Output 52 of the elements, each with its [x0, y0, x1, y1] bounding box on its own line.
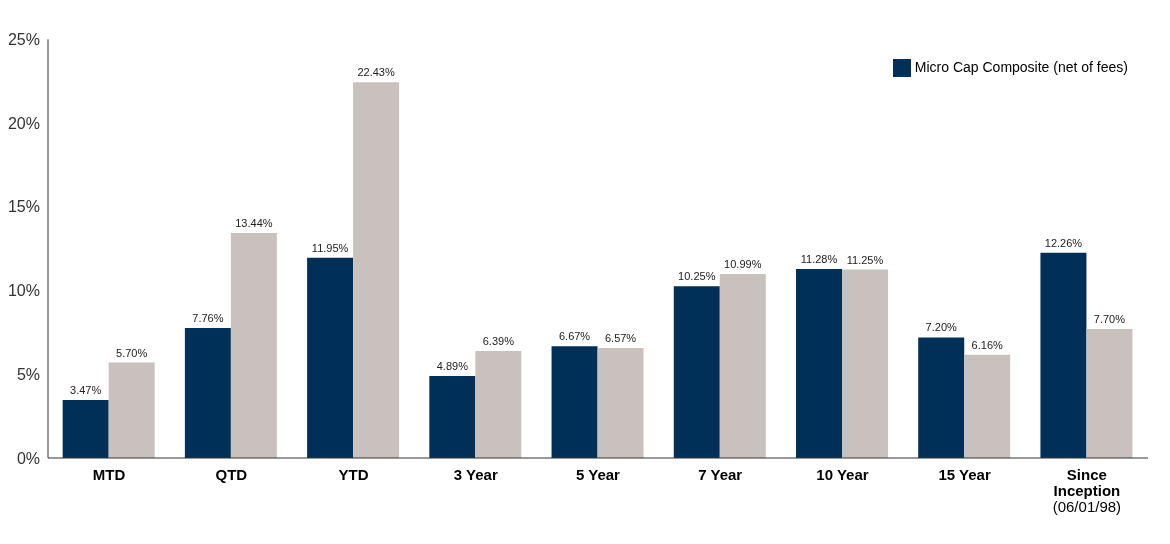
bar	[551, 346, 598, 458]
data-label: 5.70%	[116, 346, 148, 359]
legend-label: Micro Cap Composite (net of fees)	[914, 59, 1128, 75]
bar	[230, 232, 277, 458]
x-tick-label: QTD	[215, 466, 248, 483]
data-label: 7.70%	[1093, 313, 1126, 326]
bar	[184, 328, 231, 458]
bar	[796, 269, 842, 458]
bar	[353, 82, 400, 458]
data-label: 22.43%	[357, 66, 395, 79]
y-tick-label: 0%	[16, 449, 40, 467]
x-tick-label: Since Inception (06/01/98)	[1052, 466, 1122, 515]
bar	[918, 337, 965, 458]
bar	[108, 362, 155, 458]
data-label: 6.16%	[971, 338, 1004, 351]
x-tick-label: MTD	[92, 466, 126, 483]
bar	[964, 354, 1011, 458]
x-tick-label: 15 Year	[938, 466, 991, 483]
y-tick-label: 15%	[7, 198, 40, 216]
bar	[597, 347, 644, 458]
data-label: 13.44%	[235, 216, 273, 229]
y-tick-label: 5%	[16, 365, 40, 383]
bar	[429, 376, 476, 458]
bar	[1040, 252, 1087, 458]
data-label: 11.95%	[311, 241, 349, 254]
y-tick-label: 25%	[7, 31, 40, 49]
data-label: 7.76%	[192, 312, 224, 325]
bar	[62, 399, 109, 458]
bar	[842, 269, 888, 458]
x-tick-label: 3 Year	[453, 466, 498, 483]
bar	[673, 286, 720, 458]
bar	[307, 257, 354, 458]
data-label: 3.47%	[70, 383, 102, 396]
data-label: 6.67%	[558, 330, 591, 343]
data-label: 4.89%	[436, 360, 469, 373]
data-label: 10.99%	[724, 257, 762, 270]
x-tick-label: 10 Year	[816, 466, 869, 483]
data-label: 6.57%	[604, 331, 637, 344]
x-tick-label: 7 Year	[698, 466, 743, 483]
data-label: 6.39%	[482, 334, 515, 347]
y-tick-label: 20%	[7, 114, 40, 132]
data-label: 11.25%	[846, 253, 884, 266]
data-label: 10.25%	[678, 270, 716, 283]
data-label: 7.20%	[925, 321, 958, 334]
data-label: 12.26%	[1044, 236, 1083, 249]
bar	[719, 273, 766, 458]
bar	[475, 350, 522, 458]
bar	[1086, 329, 1133, 458]
x-tick-label: 5 Year	[576, 466, 621, 483]
data-label: 11.28%	[800, 253, 838, 266]
y-tick-label: 10%	[7, 282, 40, 300]
x-tick-label: YTD	[338, 466, 369, 483]
